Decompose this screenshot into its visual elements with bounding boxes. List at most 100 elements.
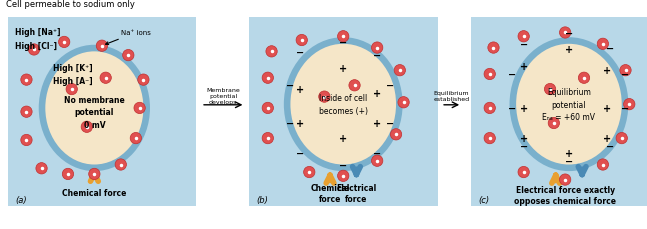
- Text: −: −: [287, 81, 294, 91]
- Text: +: +: [520, 134, 528, 144]
- Text: High [A⁻]: High [A⁻]: [53, 77, 93, 86]
- Circle shape: [518, 31, 529, 43]
- Text: +: +: [296, 85, 304, 95]
- Circle shape: [58, 37, 70, 48]
- Text: −: −: [386, 118, 395, 128]
- Text: Inside of cell
becomes (+): Inside of cell becomes (+): [319, 94, 367, 115]
- Text: Equilibrium
established: Equilibrium established: [433, 91, 470, 102]
- Text: −: −: [296, 47, 304, 57]
- Text: Equilibrium
potential
Eₙₐ = +60 mV: Equilibrium potential Eₙₐ = +60 mV: [542, 88, 595, 122]
- Circle shape: [96, 41, 107, 52]
- Text: +: +: [520, 104, 528, 113]
- Ellipse shape: [510, 38, 628, 171]
- Text: −: −: [373, 149, 381, 158]
- Ellipse shape: [284, 38, 402, 171]
- Text: −: −: [565, 28, 573, 38]
- Circle shape: [484, 103, 496, 114]
- Text: +: +: [339, 64, 347, 74]
- Text: Na⁺ ions: Na⁺ ions: [105, 30, 151, 45]
- Text: High [Na⁺]: High [Na⁺]: [15, 28, 61, 37]
- Text: −: −: [509, 104, 516, 113]
- Circle shape: [262, 133, 274, 144]
- Text: +: +: [520, 62, 528, 72]
- Text: −: −: [606, 43, 615, 53]
- Circle shape: [266, 46, 277, 58]
- Text: Chemical
force: Chemical force: [311, 183, 350, 203]
- Circle shape: [624, 99, 635, 110]
- Text: −: −: [622, 104, 630, 113]
- Text: +: +: [602, 66, 611, 76]
- Circle shape: [398, 97, 410, 109]
- Circle shape: [560, 28, 571, 39]
- Circle shape: [21, 135, 32, 146]
- Circle shape: [616, 133, 628, 144]
- Text: +: +: [373, 88, 381, 98]
- Text: (a): (a): [15, 195, 27, 204]
- Text: +: +: [565, 149, 573, 158]
- Ellipse shape: [39, 46, 150, 171]
- Circle shape: [390, 129, 402, 140]
- Circle shape: [66, 84, 78, 95]
- Circle shape: [488, 43, 499, 54]
- Text: −: −: [520, 40, 528, 50]
- Circle shape: [130, 133, 142, 144]
- Circle shape: [138, 75, 149, 86]
- Ellipse shape: [291, 45, 396, 165]
- Circle shape: [597, 159, 609, 170]
- Text: −: −: [386, 81, 395, 91]
- Text: −: −: [296, 149, 304, 158]
- Text: Membrane
potential
develops: Membrane potential develops: [206, 87, 240, 105]
- Text: +: +: [565, 45, 573, 55]
- Circle shape: [296, 35, 307, 46]
- Circle shape: [560, 174, 571, 185]
- Circle shape: [123, 50, 134, 62]
- Circle shape: [100, 73, 111, 84]
- Text: Electrical force exactly
opposes chemical force: Electrical force exactly opposes chemica…: [514, 185, 616, 205]
- Text: (c): (c): [478, 195, 490, 204]
- Circle shape: [544, 84, 556, 95]
- Text: +: +: [296, 118, 304, 128]
- Circle shape: [371, 155, 383, 167]
- Circle shape: [484, 133, 496, 144]
- Circle shape: [262, 103, 274, 114]
- Circle shape: [349, 80, 360, 92]
- Circle shape: [518, 167, 529, 178]
- Circle shape: [115, 159, 126, 170]
- Circle shape: [338, 31, 349, 43]
- Text: −: −: [622, 70, 630, 80]
- Text: No membrane
potential
0 mV: No membrane potential 0 mV: [64, 95, 125, 129]
- Text: −: −: [606, 141, 615, 151]
- Text: Cell permeable to sodium only: Cell permeable to sodium only: [6, 0, 135, 9]
- Circle shape: [484, 69, 496, 80]
- Text: High [Cl⁻]: High [Cl⁻]: [15, 41, 57, 50]
- Text: −: −: [509, 70, 516, 80]
- Ellipse shape: [516, 45, 622, 165]
- Circle shape: [21, 106, 32, 118]
- Text: High [K⁺]: High [K⁺]: [53, 64, 93, 73]
- Circle shape: [81, 122, 93, 133]
- Circle shape: [578, 73, 589, 84]
- Text: −: −: [287, 118, 294, 128]
- Text: Electrical
force: Electrical force: [336, 183, 377, 203]
- Text: −: −: [373, 51, 381, 61]
- Text: +: +: [373, 118, 381, 128]
- Text: +: +: [602, 134, 611, 144]
- Circle shape: [597, 39, 609, 50]
- Circle shape: [548, 118, 560, 129]
- Circle shape: [36, 163, 47, 174]
- Text: −: −: [339, 160, 347, 170]
- Text: +: +: [602, 104, 611, 113]
- Circle shape: [134, 103, 146, 114]
- Text: −: −: [565, 156, 573, 166]
- Ellipse shape: [45, 52, 144, 165]
- Circle shape: [303, 167, 315, 178]
- Circle shape: [28, 45, 39, 56]
- Circle shape: [21, 75, 32, 86]
- Text: (b): (b): [256, 195, 269, 204]
- Text: −: −: [520, 141, 528, 151]
- Text: Chemical force: Chemical force: [62, 188, 127, 197]
- Circle shape: [89, 169, 100, 180]
- Circle shape: [371, 43, 383, 54]
- Circle shape: [319, 92, 330, 103]
- Circle shape: [338, 170, 349, 182]
